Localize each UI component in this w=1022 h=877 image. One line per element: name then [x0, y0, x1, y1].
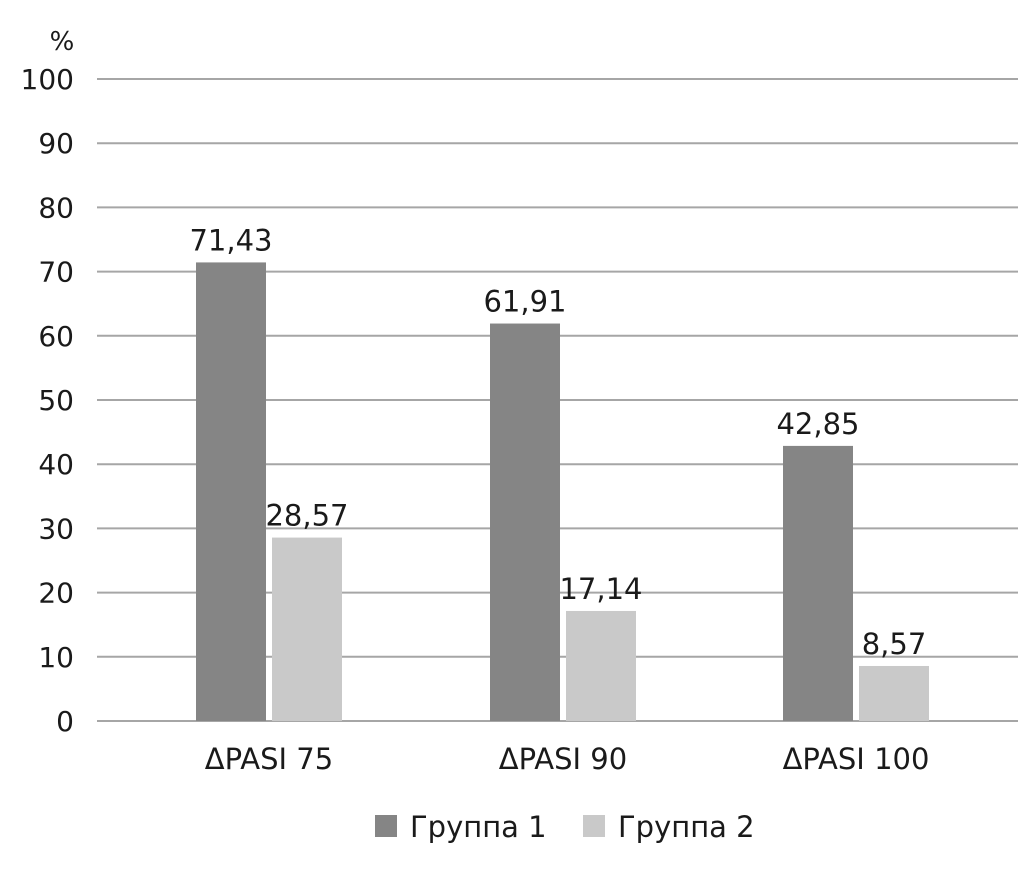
bars	[196, 262, 929, 721]
data-label-1-series-2: 28,57	[265, 499, 348, 533]
bar-2-series-2	[566, 610, 636, 721]
y-tick-label-30: 30	[38, 512, 74, 545]
y-tick-label-100: 100	[21, 63, 74, 96]
data-label-3-series-1: 42,85	[776, 407, 859, 441]
y-axis-unit-label: %	[50, 27, 75, 57]
y-tick-label-40: 40	[38, 448, 74, 481]
bar-2-series-1	[490, 323, 560, 721]
y-tick-label-10: 10	[38, 641, 74, 674]
y-tick-label-20: 20	[38, 577, 74, 610]
y-tick-label-50: 50	[38, 384, 74, 417]
y-axis-tick-labels: 0 10 20 30 40 50 60 70 80 90 100	[21, 63, 74, 738]
category-label-1: ΔPASI 75	[205, 742, 333, 776]
legend-swatch-2	[583, 815, 605, 837]
legend-label-2: Группа 2	[618, 810, 755, 844]
bar-3-series-1	[783, 445, 853, 721]
data-label-2-series-1: 61,91	[483, 285, 566, 319]
data-label-3-series-2: 8,57	[862, 627, 927, 661]
legend-label-1: Группа 1	[410, 810, 547, 844]
bar-3-series-2	[859, 665, 929, 721]
y-tick-label-70: 70	[38, 256, 74, 289]
legend-swatch-1	[375, 815, 397, 837]
data-label-2-series-2: 17,14	[559, 572, 642, 606]
data-labels: 71,43 28,57 61,91 17,14 42,85 8,57	[189, 223, 926, 661]
bar-1-series-1	[196, 262, 266, 721]
category-label-2: ΔPASI 90	[499, 742, 627, 776]
bar-1-series-2	[272, 537, 342, 721]
y-tick-label-80: 80	[38, 191, 74, 224]
x-axis-category-labels: ΔPASI 75 ΔPASI 90 ΔPASI 100	[205, 742, 930, 776]
legend: Группа 1 Группа 2	[375, 810, 755, 844]
y-tick-label-0: 0	[56, 705, 74, 738]
y-tick-label-60: 60	[38, 320, 74, 353]
data-label-1-series-1: 71,43	[189, 223, 272, 257]
y-tick-label-90: 90	[38, 127, 74, 160]
category-label-3: ΔPASI 100	[783, 742, 930, 776]
